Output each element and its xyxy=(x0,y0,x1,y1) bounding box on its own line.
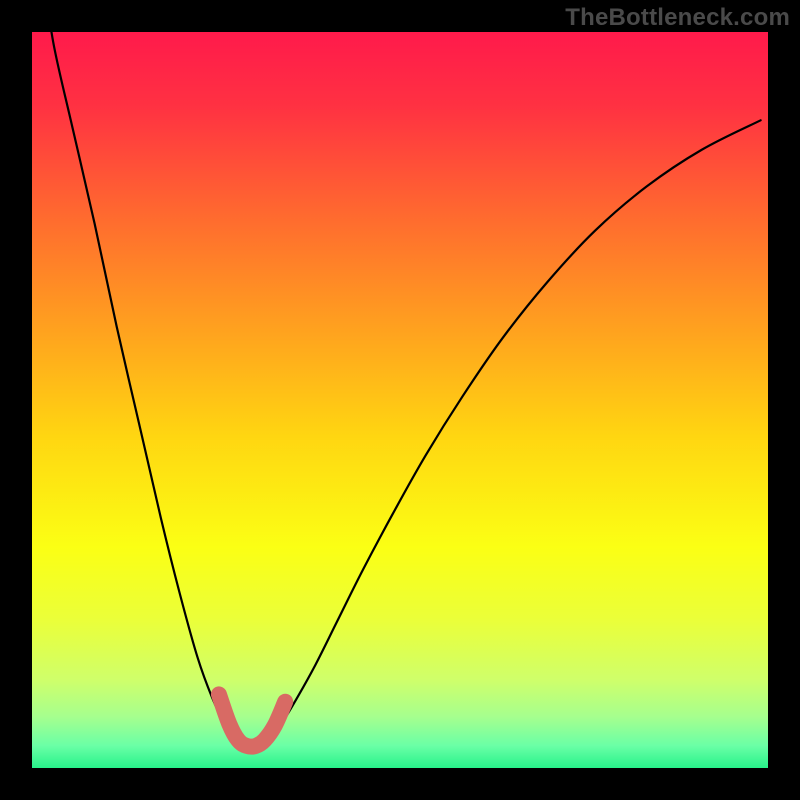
trough-highlight xyxy=(219,694,285,746)
watermark-text: TheBottleneck.com xyxy=(565,4,790,32)
plot-area xyxy=(32,32,768,768)
bottleneck-curve xyxy=(45,0,760,746)
curve-layer xyxy=(32,32,768,768)
chart-container: TheBottleneck.com xyxy=(0,0,800,800)
